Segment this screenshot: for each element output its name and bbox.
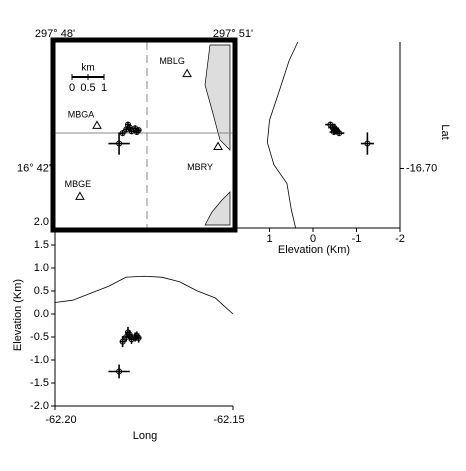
event	[327, 121, 334, 128]
y-axis-label: Elevation (Km)	[12, 279, 24, 351]
y-axis-label: Lat	[439, 124, 451, 139]
x-tick-label: 297° 48'	[35, 28, 75, 40]
x-tick-label: 1	[266, 233, 272, 245]
station-label: MBGE	[65, 179, 92, 189]
event	[332, 127, 339, 134]
event	[116, 368, 123, 375]
station	[182, 68, 192, 78]
y-tick-label: 1.5	[34, 239, 49, 251]
x-axis-label: Elevation (Km)	[278, 244, 350, 256]
y-tick-label: -1.0	[30, 354, 49, 366]
event	[135, 334, 142, 341]
x-axis-label: Long	[133, 430, 157, 442]
scale-unit: km	[81, 63, 94, 74]
station	[75, 191, 85, 200]
scale-label: 0	[69, 82, 75, 94]
event	[119, 130, 126, 137]
y-tick-label: 0.0	[34, 308, 49, 320]
event	[364, 140, 371, 147]
coast	[204, 44, 231, 151]
station-label: MBLG	[159, 56, 185, 66]
event	[116, 140, 123, 147]
event	[124, 121, 131, 128]
y-tick-label: -0.5	[30, 331, 49, 343]
x-tick-label: 0	[310, 233, 316, 245]
scale-label: 1	[101, 82, 107, 94]
topography	[266, 41, 299, 229]
x-tick-label: -62.15	[213, 414, 244, 426]
x-tick-label: -1	[352, 233, 362, 245]
station	[92, 120, 102, 129]
event	[135, 127, 142, 134]
y-tick-label: 1.0	[34, 262, 49, 274]
y-tick-label: -2.0	[30, 400, 49, 412]
topography	[54, 275, 234, 315]
station	[213, 141, 223, 151]
y-tick-label: 0.5	[34, 285, 49, 297]
coast	[204, 191, 231, 226]
x-tick-label: -2	[395, 233, 405, 245]
y-tick-label: -1.5	[30, 377, 49, 389]
event	[119, 338, 126, 345]
y-tick-label: -16.70	[406, 162, 437, 174]
y-tick-label: 2.0	[34, 216, 49, 228]
scale-label: 0.5	[80, 82, 95, 94]
station-label: MBRY	[187, 162, 213, 172]
station-label: MBGA	[68, 110, 95, 120]
map-frame	[50, 37, 238, 233]
x-tick-label: 297° 51'	[213, 28, 253, 40]
x-tick-label: -62.20	[45, 414, 76, 426]
event	[124, 329, 131, 336]
y-tick-label: 16° 42'	[17, 162, 51, 174]
